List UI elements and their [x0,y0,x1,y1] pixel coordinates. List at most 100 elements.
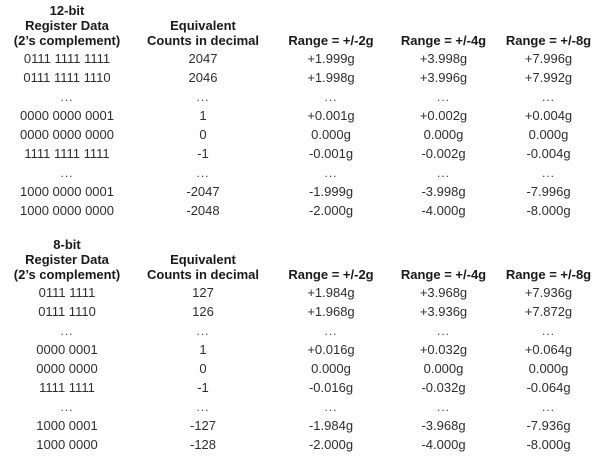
table-cell: -3.968g [421,418,466,433]
header-line: (2’s complement) [13,267,121,282]
header-line: Equivalent [170,252,236,267]
header-line: (2’s complement) [13,33,121,48]
table-row: 1000 0000 0001 -2047 -1.999g -3.998g -7.996g [0,182,600,201]
table-cell: 0111 1111 1110 [23,70,111,85]
header-line: Counts in decimal [147,267,259,282]
table-cell: ... [541,89,555,104]
table-cell: +1.998g [307,70,355,85]
table-cell: 0 [199,127,207,142]
table-cell: 0.000g [528,361,569,376]
table-cell: 0111 1110 [38,304,96,319]
ellipsis-row: ............... [0,321,600,340]
table-cell: -2048 [186,203,220,218]
header-line: 8-bit [53,237,81,252]
table-row: 0000 0000 0000 0 0.000g 0.000g 0.000g [0,125,600,144]
table-cell: +7.992g [524,70,573,85]
table-cell: 1000 0000 [36,437,98,452]
table-cell: ... [436,399,450,414]
table-cell: 1111 1111 1111 [24,146,110,161]
table-row: 0000 0000 0 0.000g 0.000g 0.000g [0,359,600,378]
col-header-range-4g: Range = +/-4g [390,237,497,283]
table-cell: -2.000g [308,437,354,452]
header-line: Range = +/-2g [288,267,374,282]
table-cell: ... [196,323,210,338]
table-cell: -1 [197,380,209,395]
table-cell: -3.998g [421,184,466,199]
col-header-range-8g: Range = +/-8g [497,3,600,49]
col-header-range-2g: Range = +/-2g [272,3,390,49]
ellipsis-row: ............... [0,163,600,182]
table-cell: 0.000g [423,361,464,376]
table-cell: +0.004g [524,108,573,123]
table-cell: -1.999g [308,184,354,199]
table-cell: +3.936g [419,304,468,319]
header-line: Range = +/-4g [400,267,487,282]
header-line: Range = +/-8g [505,267,592,282]
table-cell: 1 [199,342,207,357]
table-cell: +3.968g [419,285,468,300]
table-cell: +0.016g [307,342,355,357]
table-row: 1000 0001 -127 -1.984g -3.968g -7.936g [0,416,600,435]
table-row: 0000 0000 0001 1 +0.001g +0.002g +0.004g [0,106,600,125]
register-table-12bit: 12-bit Register Data (2’s complement) Eq… [0,3,600,220]
table-cell: +0.032g [419,342,468,357]
header-line: Range = +/-4g [400,33,487,48]
table-cell: ... [324,89,338,104]
table-cell: -0.016g [308,380,354,395]
table-cell: ... [196,399,210,414]
table-cell: 2047 [188,51,218,66]
table-cell: -0.004g [526,146,571,161]
table-cell: -2047 [186,184,220,199]
table-cell: ... [436,165,450,180]
table-row: 0111 1111 127 +1.984g +3.968g +7.936g [0,283,600,302]
table-cell: ... [324,165,338,180]
table-cell: +7.936g [524,285,573,300]
table-row: 1000 0000 -128 -2.000g -4.000g -8.000g [0,435,600,454]
table-cell: +3.998g [419,51,468,66]
table-cell: -7.996g [526,184,571,199]
table-cell: ... [541,165,555,180]
table-cell: +1.968g [307,304,355,319]
header-line: Register Data [25,252,109,267]
table-cell: 0.000g [528,127,569,142]
table-cell: -128 [189,437,217,452]
table-row: 0111 1110 126 +1.968g +3.936g +7.872g [0,302,600,321]
table-cell: 0.000g [311,127,351,142]
table-cell: 2046 [188,70,218,85]
table-cell: 0000 0000 [36,361,98,376]
col-header-range-2g: Range = +/-2g [272,237,390,283]
table-cell: +0.002g [419,108,468,123]
ellipsis-row: ............... [0,87,600,106]
table-cell: +1.999g [307,51,355,66]
table-cell: 1 [199,108,207,123]
header-line: Equivalent [170,18,236,33]
table-row: 1000 0000 0000 -2048 -2.000g -4.000g -8.000g [0,201,600,220]
table-cell: -0.064g [526,380,571,395]
table-cell: 1000 0000 0000 [20,203,114,218]
table-cell: ... [196,165,210,180]
header-row: 8-bit Register Data (2’s complement) Equ… [0,237,600,283]
table-cell: +1.984g [307,285,355,300]
table-cell: 0000 0001 [36,342,98,357]
table-cell: 0 [199,361,207,376]
table-row: 1111 1111 -1 -0.016g -0.032g -0.064g [0,378,600,397]
table-cell: ... [60,399,74,414]
table-cell: ... [324,399,338,414]
table-cell: +7.872g [524,304,573,319]
header-line: 12-bit [49,3,85,18]
table-cell: ... [60,165,74,180]
table-cell: 1111 1111 [39,380,95,395]
table-cell: 0000 0000 0000 [20,127,114,142]
register-table-8bit: 8-bit Register Data (2’s complement) Equ… [0,237,600,454]
table-cell: -0.002g [421,146,466,161]
col-header-register-data-12bit: 12-bit Register Data (2’s complement) [0,3,134,49]
table-cell: -1 [197,146,209,161]
table-gap [0,220,600,237]
table-row: 0111 1111 1110 2046 +1.998g +3.996g +7.992g [0,68,600,87]
table-cell: 1000 0001 [36,418,98,433]
table-cell: 0111 1111 [38,285,96,300]
table-cell: +0.064g [524,342,573,357]
col-header-register-data-8bit: 8-bit Register Data (2’s complement) [0,237,134,283]
col-header-counts-decimal: Equivalent Counts in decimal [134,237,272,283]
